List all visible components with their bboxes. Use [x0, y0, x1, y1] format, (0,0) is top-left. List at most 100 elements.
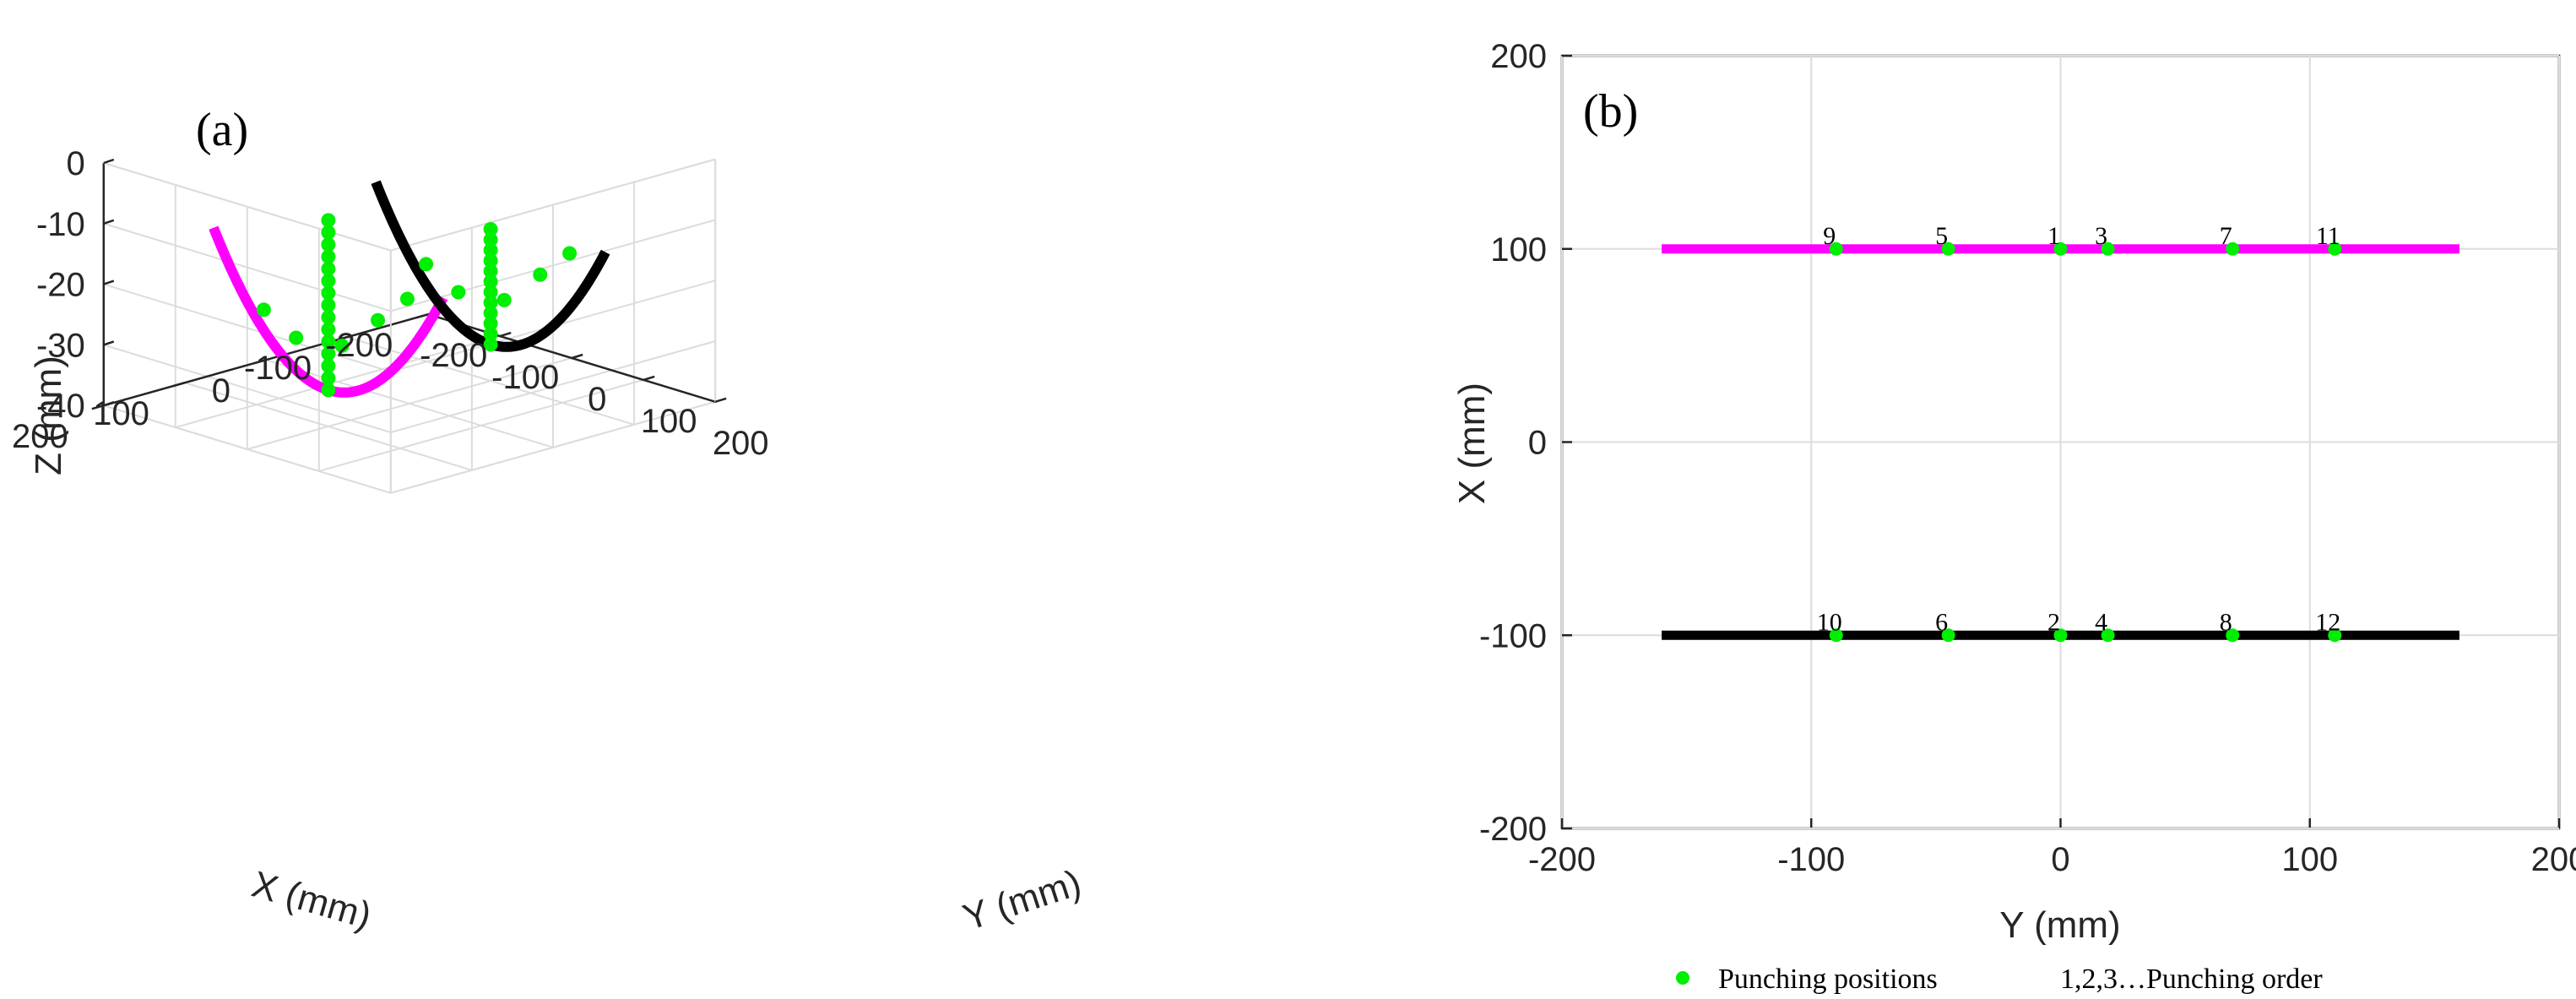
punch-point [256, 302, 271, 318]
punch-point-column [483, 222, 498, 236]
punch-order-label: 9 [1823, 222, 1836, 250]
punch-order-label: 12 [2315, 608, 2340, 636]
punch-point-column [483, 242, 498, 258]
punch-point-column [483, 316, 498, 331]
wall-gridline [103, 404, 392, 494]
punch-point [1829, 242, 1843, 256]
box-edge [103, 162, 392, 252]
punch-point-column [321, 261, 336, 276]
x-tick-label: -100 [1777, 841, 1845, 878]
x-tick-mark [253, 358, 267, 365]
wall-gridline [103, 344, 392, 433]
punch-point-column [321, 249, 336, 264]
punch-point [399, 291, 415, 307]
legend-punching-positions: Punching positions [1718, 964, 1938, 995]
y-tick-mark [643, 375, 655, 382]
legend: Punching positions 1,2,3…Punching order [1676, 964, 2323, 995]
y-tick-mark [499, 331, 512, 338]
z-tick-label: -10 [36, 206, 85, 243]
punch-order-label: 5 [1935, 222, 1948, 250]
punch-point [289, 330, 304, 345]
punch-point [334, 338, 350, 353]
y-tick-label: 200 [1490, 38, 1547, 75]
y-tick-label: -200 [1479, 811, 1547, 848]
punch-point [562, 246, 578, 261]
punch-point-column [483, 232, 498, 247]
y-tick-label: 0 [588, 381, 606, 418]
punch-point-column [321, 310, 336, 325]
punch-point-column [483, 263, 498, 279]
legend-punching-order: 1,2,3…Punching order [2060, 964, 2323, 995]
punch-point-column [321, 285, 336, 301]
punch-order-label: 11 [2316, 222, 2340, 250]
punch-order-label: 2 [2047, 608, 2060, 636]
x-tick-label: 0 [2051, 841, 2069, 878]
punch-point [496, 292, 512, 307]
punch-point [1941, 242, 1955, 256]
y-tick-label: 200 [713, 425, 769, 462]
y-tick-mark [714, 397, 727, 403]
punch-point [2053, 242, 2068, 256]
punch-point [1829, 628, 1843, 643]
panel-a-x-axis-label: X (mm) [247, 864, 376, 937]
punch-point-column [483, 306, 498, 321]
z-tick-label: -20 [36, 267, 85, 304]
y-tick-label: 100 [1490, 231, 1547, 269]
punch-order-label: 1 [2047, 222, 2060, 250]
y-tick-label: -100 [491, 359, 559, 396]
punch-point-column [321, 346, 336, 361]
punch-point-column [321, 213, 336, 228]
z-tick-label: 0 [67, 145, 85, 182]
punch-order-label: 7 [2220, 222, 2232, 250]
punch-order-label: 6 [1935, 608, 1948, 636]
wall-gridline [390, 219, 716, 312]
x-tick-mark [415, 312, 429, 319]
punch-point-column [483, 253, 498, 269]
floor-gridline [265, 359, 554, 448]
punch-order-label: 10 [1817, 608, 1842, 636]
x-tick-label: 200 [12, 418, 68, 455]
punch-order-label: 3 [2095, 222, 2107, 250]
punch-point [2226, 242, 2240, 256]
punch-point-column [483, 327, 498, 342]
y-tick-mark [571, 353, 583, 360]
x-tick-label: 100 [93, 395, 149, 432]
panel-a-box [91, 158, 727, 493]
x-tick-label: 200 [2531, 841, 2576, 878]
box-edge [390, 158, 716, 252]
punch-point-column [321, 322, 336, 337]
y-tick-label: 100 [641, 403, 697, 440]
z-tick-mark [103, 401, 115, 407]
punch-point [2053, 628, 2068, 643]
wall-gridline [103, 222, 392, 312]
panel-a-punch-points [256, 213, 578, 398]
x-tick-mark [172, 381, 186, 388]
x-tick-label: 100 [2281, 841, 2338, 878]
punch-point [2101, 242, 2115, 256]
panel-b-x-axis-label: Y (mm) [1999, 904, 2120, 946]
panel-a-label: (a) [196, 104, 248, 156]
punch-point [451, 285, 466, 300]
punch-point-column [483, 337, 498, 352]
punch-point [371, 312, 386, 328]
punch-point [2328, 242, 2342, 256]
punch-point-column [483, 295, 498, 310]
x-tick-label: -200 [325, 327, 393, 364]
panel-a-z-axis-label: Z (mm) [28, 356, 69, 475]
y-tick-label: -200 [420, 337, 487, 374]
panel-b-label: (b) [1583, 85, 1638, 138]
punch-point [2328, 628, 2342, 643]
z-tick-label: -40 [36, 388, 85, 425]
punch-point-column [321, 237, 336, 252]
punch-point-column [321, 297, 336, 312]
wall-gridline [390, 340, 716, 433]
punch-point-column [321, 358, 336, 373]
punch-point [2226, 628, 2240, 643]
punch-point [1941, 628, 1955, 643]
punch-point-column [321, 383, 336, 398]
punch-point-column [321, 371, 336, 386]
punch-order-label: 4 [2095, 608, 2107, 636]
y-tick-label: 0 [1528, 425, 1547, 462]
